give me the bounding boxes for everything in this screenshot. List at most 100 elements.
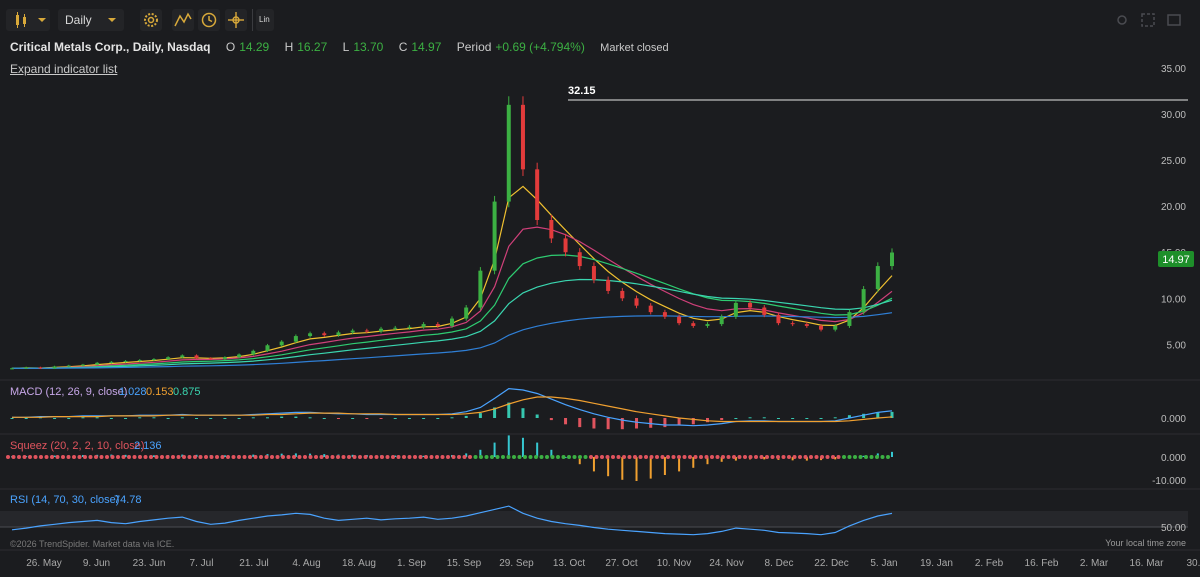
squeeze-dot (303, 455, 307, 459)
candle-body (379, 328, 384, 332)
crosshair-button[interactable] (225, 9, 247, 31)
screenshot-icon[interactable] (1141, 13, 1155, 27)
squeeze-dot (72, 455, 76, 459)
macd-bar (876, 412, 880, 418)
macd-bar (265, 417, 269, 419)
squeeze-dot (39, 455, 43, 459)
macd-bar (862, 413, 866, 418)
candle-body (38, 367, 43, 369)
squeeze-dot (253, 455, 258, 459)
settings-button[interactable] (140, 9, 162, 31)
squeeze-dot (748, 455, 753, 459)
squeeze-bar (564, 457, 567, 458)
squeeze-dot (473, 455, 478, 459)
squeeze-bar (394, 455, 397, 457)
rsi-y-tick: 50.00 (1161, 523, 1186, 534)
macd-bar (95, 417, 99, 419)
squeeze-y-tick-1: -10.000 (1152, 476, 1186, 487)
squeeze-dot (721, 455, 725, 459)
settings-icon[interactable] (1117, 15, 1127, 25)
squeeze-dot (523, 455, 527, 459)
squeeze-dot (561, 455, 566, 459)
squeeze-dot (820, 455, 824, 459)
squeeze-dot (765, 455, 769, 459)
candle-body (10, 368, 14, 370)
high-price-label: 32.15 (568, 85, 596, 97)
squeeze-dot (61, 455, 65, 459)
macd-bar (521, 408, 525, 418)
squeeze-dot (314, 455, 318, 459)
macd-bar (195, 418, 199, 419)
squeeze-dot (495, 455, 500, 459)
candle-body (52, 366, 57, 369)
macd-bar (180, 417, 184, 419)
squeeze-dot (237, 455, 241, 459)
macd-bar (606, 418, 610, 430)
candle-body (95, 362, 100, 365)
squeeze-dot (275, 455, 280, 459)
candle-body (322, 333, 327, 336)
squeeze-dot (583, 455, 588, 459)
squeeze-bar (223, 455, 226, 457)
scale-button[interactable]: Lin (256, 9, 274, 31)
squeeze-dot (94, 455, 98, 459)
candle-body (748, 302, 753, 308)
crosshair-icon (228, 12, 244, 28)
squeeze-dot (886, 455, 890, 459)
draw-tool-button[interactable] (172, 9, 194, 31)
macd-title: MACD (12, 26, 9, close) (10, 386, 127, 398)
candle-body (535, 169, 540, 220)
squeeze-dot (666, 455, 670, 459)
x-tick-label: 2. Feb (975, 558, 1004, 569)
squeeze-dot (578, 455, 582, 459)
squeeze-bar (479, 449, 482, 457)
macd-bar (422, 418, 426, 419)
squeeze-dot (248, 455, 252, 459)
timeframe-select[interactable]: Daily (58, 9, 124, 31)
clock-icon (201, 12, 217, 28)
macd-bar (805, 418, 809, 419)
chart-type-button[interactable] (6, 9, 50, 31)
squeeze-dot (187, 455, 192, 459)
squeeze-dot (715, 455, 720, 459)
squeeze-dot (781, 455, 786, 459)
squeeze-dot (132, 455, 137, 459)
x-tick-label: 5. Jan (870, 558, 897, 569)
candle-body (662, 312, 667, 317)
x-tick-label: 22. Dec (814, 558, 848, 569)
squeeze-dot (176, 455, 181, 459)
close-label: C (398, 40, 408, 54)
x-tick-label: 15. Sep (447, 558, 482, 569)
squeeze-bar (550, 449, 553, 457)
squeeze-dot (759, 455, 764, 459)
macd-bar (393, 418, 397, 419)
squeeze-dot (391, 455, 395, 459)
squeeze-dot (44, 455, 49, 459)
squeeze-dot (149, 455, 153, 459)
squeeze-dot (407, 455, 412, 459)
macd-value-3: 0.875 (173, 386, 201, 398)
candle-body (804, 324, 809, 326)
squeeze-dot (297, 455, 302, 459)
macd-bar (663, 418, 667, 428)
x-tick-label: 18. Aug (342, 558, 376, 569)
squeeze-dot (875, 455, 879, 459)
squeeze-dot (319, 455, 324, 459)
squeeze-bar (152, 455, 155, 457)
squeeze-dot (594, 455, 599, 459)
expand-indicator-link[interactable]: Expand indicator list (10, 62, 118, 76)
squeeze-bar (678, 457, 681, 472)
macd-bar (53, 418, 57, 419)
x-tick-label: 23. Jun (133, 558, 166, 569)
candle-body (293, 336, 298, 342)
candle-body (847, 312, 852, 326)
replay-button[interactable] (198, 9, 220, 31)
squeeze-dot (28, 455, 32, 459)
squeeze-dot (842, 455, 846, 459)
macd-bar (109, 418, 113, 419)
right-toolbar-icons (1117, 13, 1181, 27)
squeeze-dot (270, 455, 274, 459)
fullscreen-icon[interactable] (1167, 14, 1181, 26)
squeeze-bar (351, 454, 354, 457)
